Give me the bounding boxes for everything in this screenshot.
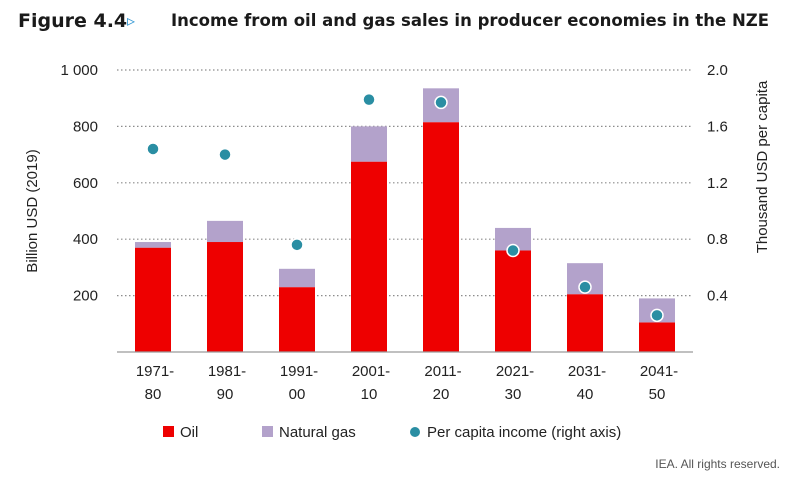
legend-oil-label: Oil [180,424,198,441]
x-tick-label: 00 [289,386,306,403]
per-capita-points [146,92,664,323]
x-axis-ticks: 1971- 80 1981- 90 1991- 00 2001- 10 2011- 20 2021-… [136,363,678,403]
left-tick-label: 600 [73,175,98,192]
left-axis-ticks: 200 400 600 800 1 000 [60,62,98,305]
bar-oil [351,161,387,352]
bar-oil [423,122,459,352]
per-capita-point [362,92,376,107]
left-tick-label: 200 [73,288,98,305]
x-tick-label: 2021- [496,363,534,380]
legend-per-capita-label: Per capita income (right axis) [427,424,621,441]
x-tick-label: 30 [505,386,522,403]
figure-header: Figure 4.4 ▹ Income from oil and gas sal… [18,8,788,38]
bar-natural-gas [495,227,531,251]
credit-text: IEA. All rights reserved. [655,457,780,471]
x-tick-label: 1981- [208,363,246,380]
right-tick-label: 0.8 [707,231,728,248]
bar-oil [279,287,315,352]
x-tick-label: 2001- [352,363,390,380]
legend-oil-swatch [163,426,174,437]
bar-oil [495,250,531,352]
per-capita-point [290,238,304,252]
x-tick-label: 90 [217,386,234,403]
bar-natural-gas [351,126,387,162]
gridlines [117,69,693,297]
x-tick-label: 10 [361,386,378,403]
bar-oil [639,322,675,352]
x-tick-label: 40 [577,386,594,403]
x-tick-label: 20 [433,386,450,403]
right-tick-label: 0.4 [707,288,728,305]
bar-oil [207,242,243,352]
bars [135,88,675,352]
per-capita-point [434,95,448,110]
right-axis-ticks: 0.4 0.8 1.2 1.6 2.0 [707,62,728,305]
bar-oil [135,247,171,352]
x-tick-label: 50 [649,386,666,403]
x-tick-label: 1971- [136,363,174,380]
left-tick-label: 800 [73,118,98,135]
x-tick-label: 2011- [424,363,461,380]
x-tick-label: 2041- [640,363,678,380]
right-tick-label: 2.0 [707,62,728,79]
legend-per-capita-swatch [410,427,420,437]
legend-natural-gas-label: Natural gas [279,424,356,441]
per-capita-point [578,280,592,294]
figure-label: Figure 4.4 [18,10,128,32]
right-tick-label: 1.2 [707,175,728,192]
right-axis-label: Thousand USD per capita [754,80,771,253]
bar-natural-gas [207,220,243,243]
per-capita-point [218,147,232,162]
bar-natural-gas [135,242,171,248]
per-capita-point [146,142,160,156]
per-capita-point [506,243,520,258]
figure-arrow-icon[interactable]: ▹ [127,13,136,30]
legend: Oil Natural gas Per capita income (right a… [163,424,621,441]
per-capita-point [650,308,664,323]
bar-natural-gas [279,268,315,288]
left-axis-label: Billion USD (2019) [24,149,41,272]
right-tick-label: 1.6 [707,118,728,135]
legend-natural-gas-swatch [262,426,273,437]
figure-title: Income from oil and gas sales in produce… [171,11,770,30]
left-tick-label: 1 000 [60,62,98,79]
x-tick-label: 2031- [568,363,606,380]
x-tick-label: 80 [145,386,162,403]
x-tick-label: 1991- [280,363,318,380]
bar-oil [567,294,603,352]
left-tick-label: 400 [73,231,98,248]
